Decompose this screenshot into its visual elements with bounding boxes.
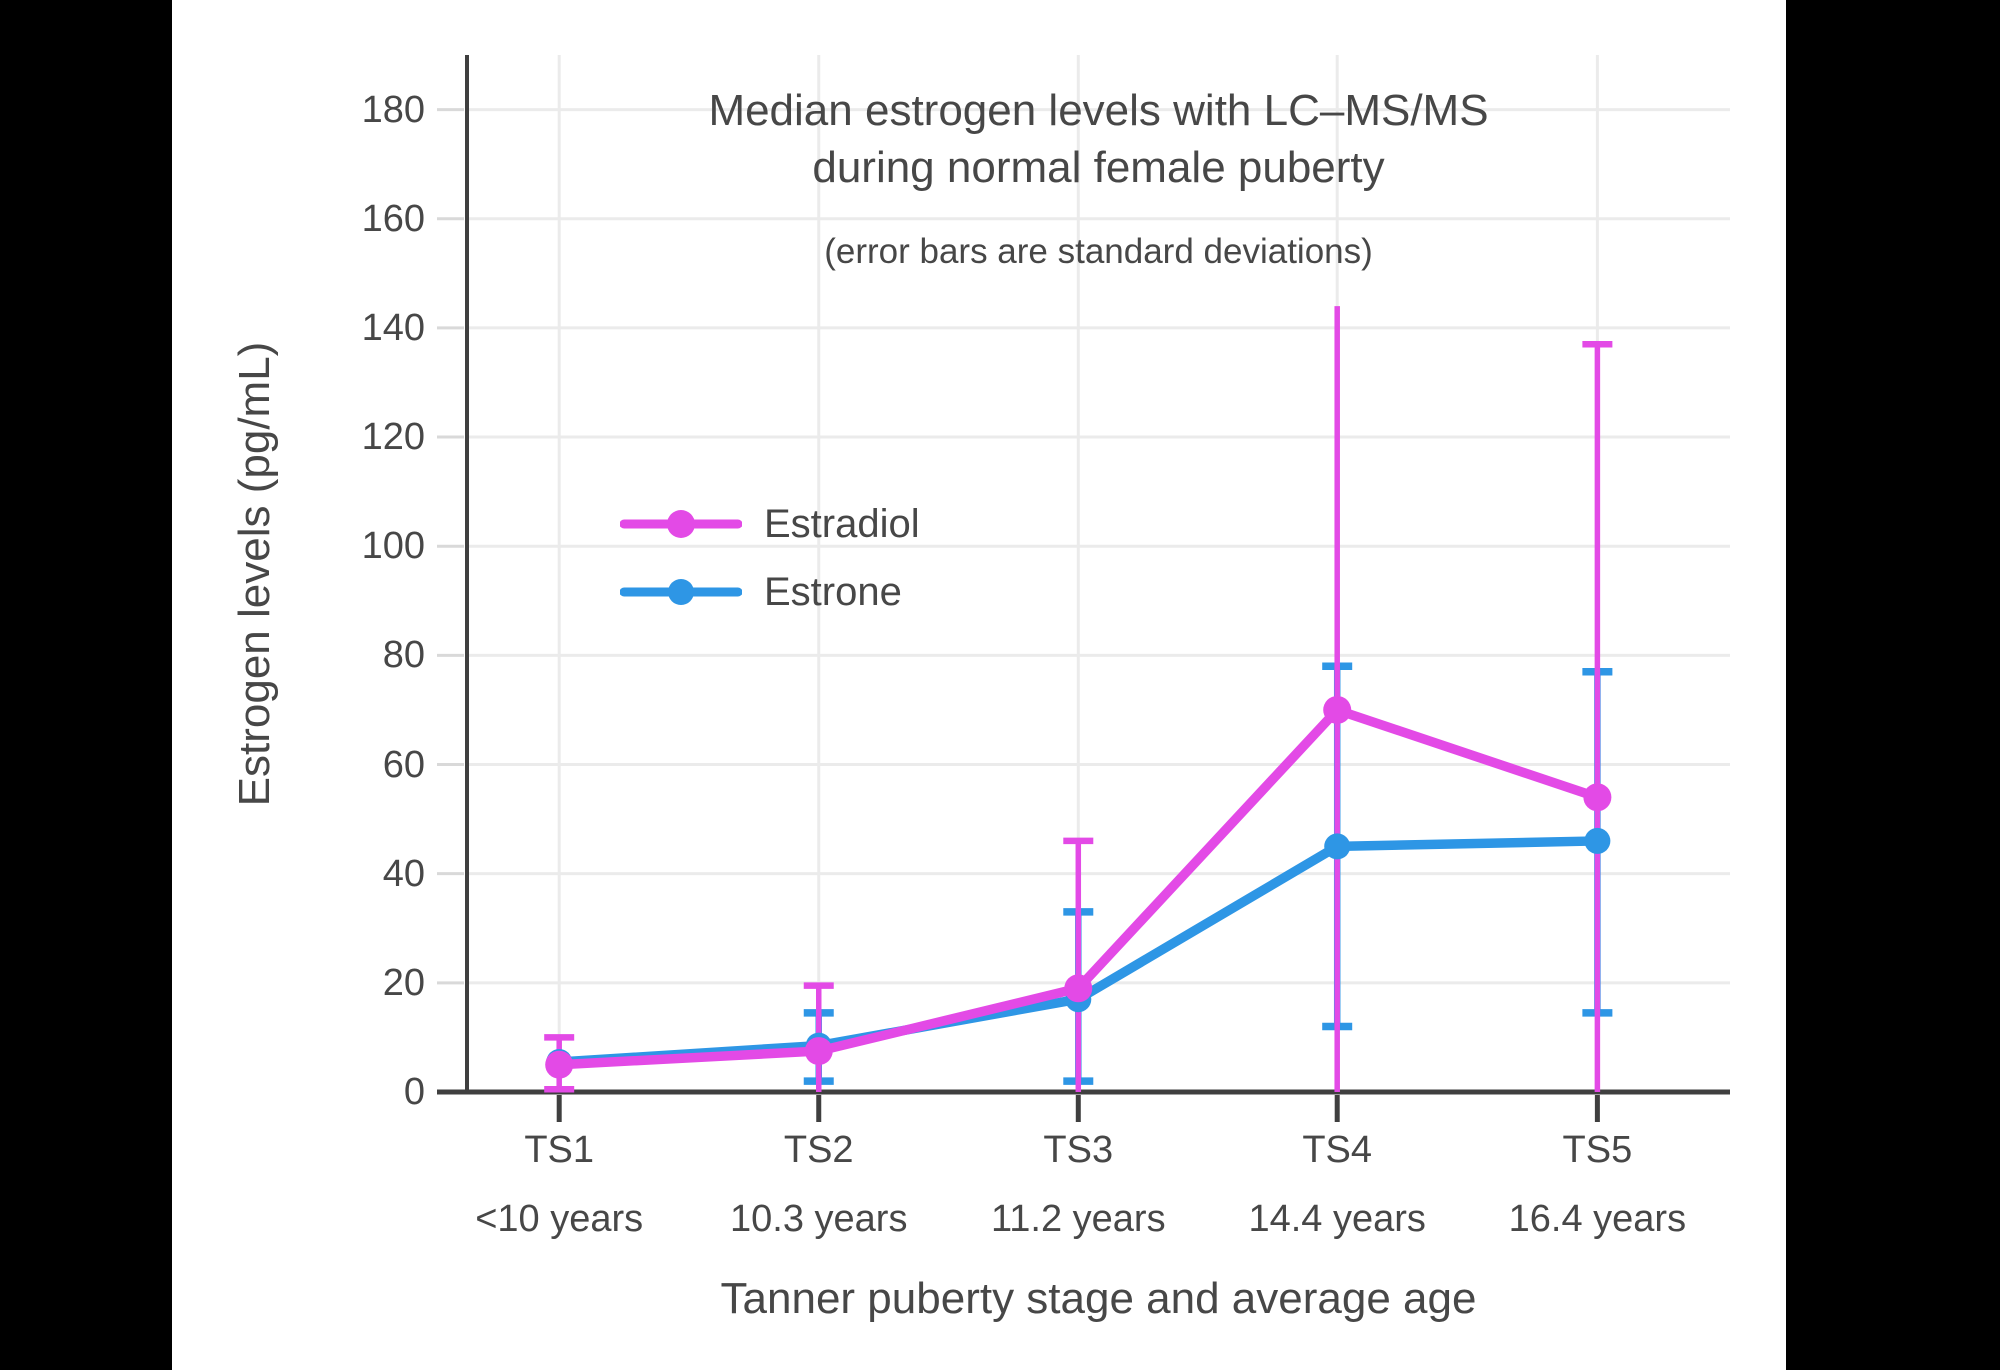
x-tick-stage-label: TS1 — [524, 1129, 595, 1171]
data-point-marker — [545, 1050, 574, 1079]
legend-item-estradiol: Estradiol — [620, 496, 920, 552]
legend-item-estrone: Estrone — [620, 564, 902, 620]
plot-svg — [437, 55, 1730, 1122]
x-tick-age-label: 11.2 years — [990, 1198, 1166, 1240]
x-tick-stage-label: TS4 — [1302, 1129, 1373, 1171]
chart-title-line1: Median estrogen levels with LC–MS/MS — [708, 86, 1489, 135]
y-tick-label: 40 — [382, 852, 425, 895]
y-tick-label: 160 — [361, 197, 425, 240]
legend-label-estradiol: Estradiol — [764, 501, 920, 546]
chart-title-line2: during normal female puberty — [812, 143, 1385, 192]
y-tick-label: 60 — [382, 743, 425, 786]
data-point-marker — [1323, 695, 1352, 724]
data-point-marker — [1584, 827, 1611, 854]
y-tick-label: 180 — [361, 88, 425, 131]
x-axis-title: Tanner puberty stage and average age — [720, 1274, 1477, 1323]
chart-subtitle: (error bars are standard deviations) — [824, 232, 1373, 271]
data-point-marker — [1064, 974, 1093, 1003]
x-tick-stage-label: TS2 — [783, 1129, 854, 1171]
x-tick-stage-label: TS3 — [1043, 1129, 1114, 1171]
legend-label-estrone: Estrone — [764, 569, 902, 614]
x-tick-age-label: <10 years — [475, 1198, 644, 1240]
data-point-marker — [804, 1037, 833, 1066]
y-tick-label: 100 — [361, 525, 425, 568]
chart-title: Median estrogen levels with LC–MS/MS dur… — [467, 82, 1730, 196]
legend-sample-estradiol — [620, 510, 742, 538]
y-tick-label: 140 — [361, 306, 425, 349]
x-tick-age-label: 14.4 years — [1248, 1198, 1426, 1240]
y-tick-label: 20 — [382, 961, 425, 1004]
chart-canvas: Median estrogen levels with LC–MS/MS dur… — [172, 0, 1786, 1370]
y-tick-label: 80 — [382, 634, 425, 677]
y-tick-label: 120 — [361, 416, 425, 459]
x-tick-age-label: 16.4 years — [1508, 1198, 1687, 1240]
data-point-marker — [1324, 833, 1351, 860]
x-tick-stage-label: TS5 — [1562, 1129, 1633, 1171]
data-point-marker — [1583, 783, 1612, 812]
y-tick-label: 0 — [403, 1071, 425, 1113]
x-tick-age-label: 10.3 years — [730, 1198, 908, 1240]
legend-sample-estrone — [620, 579, 742, 605]
